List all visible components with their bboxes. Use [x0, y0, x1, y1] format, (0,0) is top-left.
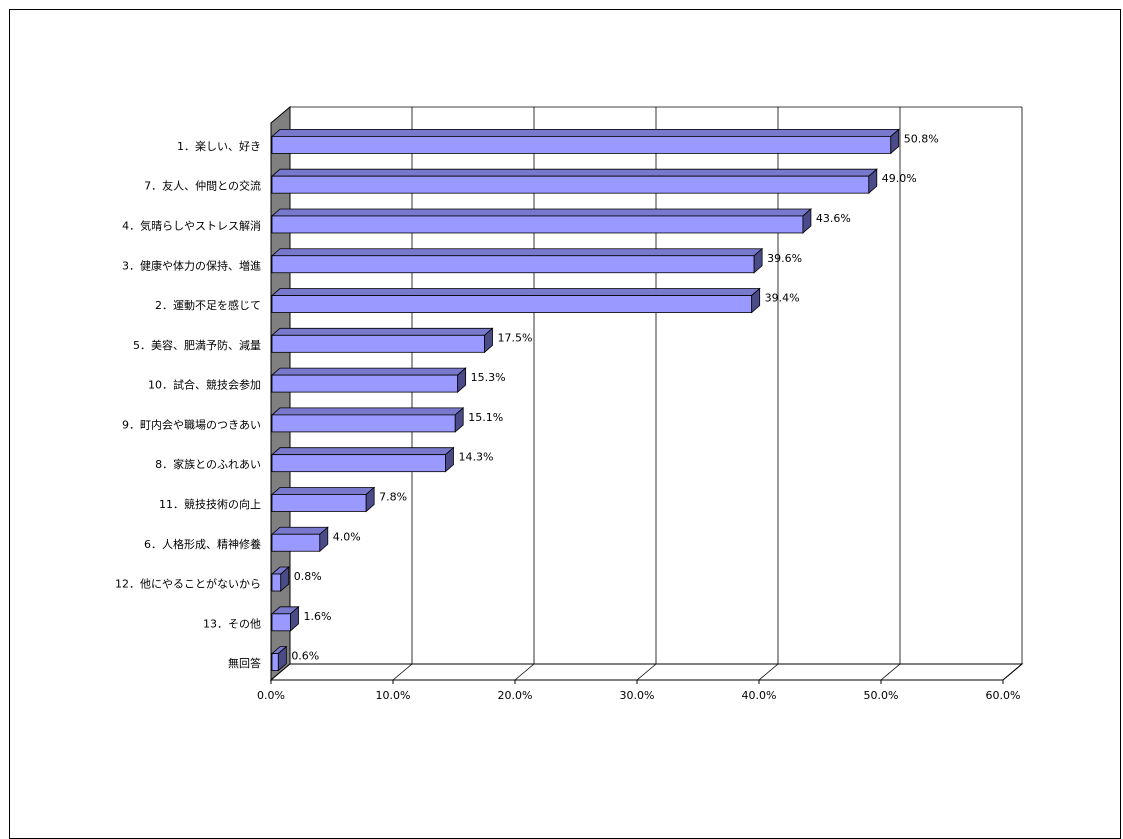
data-label: 15.3%: [471, 371, 506, 384]
floor-gridline: [1002, 663, 1023, 681]
category-label: 6．人格形成、精神修養: [144, 537, 261, 551]
floor-gridline: [880, 663, 901, 681]
bar-top: [270, 208, 812, 217]
category-label: 2．運動不足を感じて: [155, 298, 261, 312]
x-tick-label: 10.0%: [376, 689, 411, 702]
bar-side: [484, 327, 493, 354]
floor-gridline: [392, 663, 413, 681]
category-label: 8．家族とのふれあい: [155, 457, 261, 471]
bar-side: [890, 128, 900, 155]
floor-gridline: [758, 663, 779, 681]
bar: [271, 533, 321, 552]
bar: [271, 454, 446, 473]
bar-side: [445, 446, 454, 473]
data-label: 49.0%: [882, 172, 917, 185]
category-label: 7．友人、仲間との交流: [144, 179, 261, 193]
category-label: 9．町内会や職場のつきあい: [122, 417, 261, 431]
bar-top: [270, 288, 761, 296]
data-label: 4.0%: [333, 530, 361, 543]
x-tick-label: 60.0%: [986, 689, 1021, 702]
x-tick-label: 0.0%: [257, 689, 285, 702]
data-label: 0.8%: [294, 570, 322, 583]
bar-side: [365, 486, 375, 513]
bar-side: [280, 566, 290, 592]
x-tick-label: 40.0%: [742, 689, 777, 702]
bar-side: [753, 247, 763, 274]
data-label: 14.3%: [458, 451, 493, 464]
bar-side: [290, 605, 299, 632]
bar-side: [319, 526, 329, 553]
bar-top: [270, 447, 455, 456]
bar-top: [270, 327, 494, 336]
data-label: 0.6%: [291, 650, 319, 663]
category-label: 11．競技技術の向上: [159, 497, 261, 511]
bar-top: [270, 248, 764, 257]
floor-gridline: [636, 663, 657, 681]
bar-top: [270, 128, 900, 137]
category-label: 3．健康や体力の保持、増進: [122, 258, 261, 272]
bar-side: [457, 367, 467, 393]
floor-gridline: [514, 663, 535, 681]
bar-top: [270, 407, 465, 416]
bar-top: [270, 367, 467, 376]
bar: [271, 295, 753, 313]
data-label: 43.6%: [816, 212, 851, 225]
bar: [271, 334, 485, 353]
data-label: 17.5%: [498, 331, 533, 344]
bar-side: [868, 168, 878, 195]
bar-top: [270, 526, 329, 535]
bar: [271, 374, 459, 393]
bar: [271, 653, 279, 672]
category-label: 無回答: [228, 656, 261, 670]
x-tick-label: 20.0%: [498, 689, 533, 702]
bar-side: [454, 407, 464, 433]
bar: [271, 573, 282, 592]
bar-top: [270, 168, 878, 177]
bar: [271, 135, 892, 154]
data-label: 39.6%: [767, 252, 802, 265]
bar: [271, 215, 804, 234]
category-label: 4．気晴らしやストレス解消: [122, 218, 261, 232]
category-label: 13．その他: [203, 617, 261, 630]
category-label: 1．楽しい、好き: [177, 139, 261, 153]
data-label: 1.6%: [304, 610, 332, 623]
bar-side: [751, 287, 761, 314]
bar-side: [277, 645, 287, 672]
data-label: 50.8%: [904, 132, 939, 145]
x-tick-label: 50.0%: [864, 689, 899, 702]
bar: [271, 494, 367, 512]
bar: [271, 414, 456, 433]
bar: [271, 255, 755, 274]
category-label: 5．美容、肥満予防、減量: [133, 338, 261, 352]
bar: [271, 613, 291, 632]
bar: [271, 175, 870, 194]
bar-top: [270, 487, 376, 495]
bar-side: [802, 208, 812, 234]
category-label: 10．試合、競技会参加: [148, 378, 261, 392]
data-label: 39.4%: [765, 292, 800, 305]
x-tick-label: 30.0%: [620, 689, 655, 702]
data-label: 7.8%: [379, 490, 407, 503]
data-label: 15.1%: [468, 411, 503, 424]
category-label: 12．他にやることがないから: [115, 577, 261, 591]
